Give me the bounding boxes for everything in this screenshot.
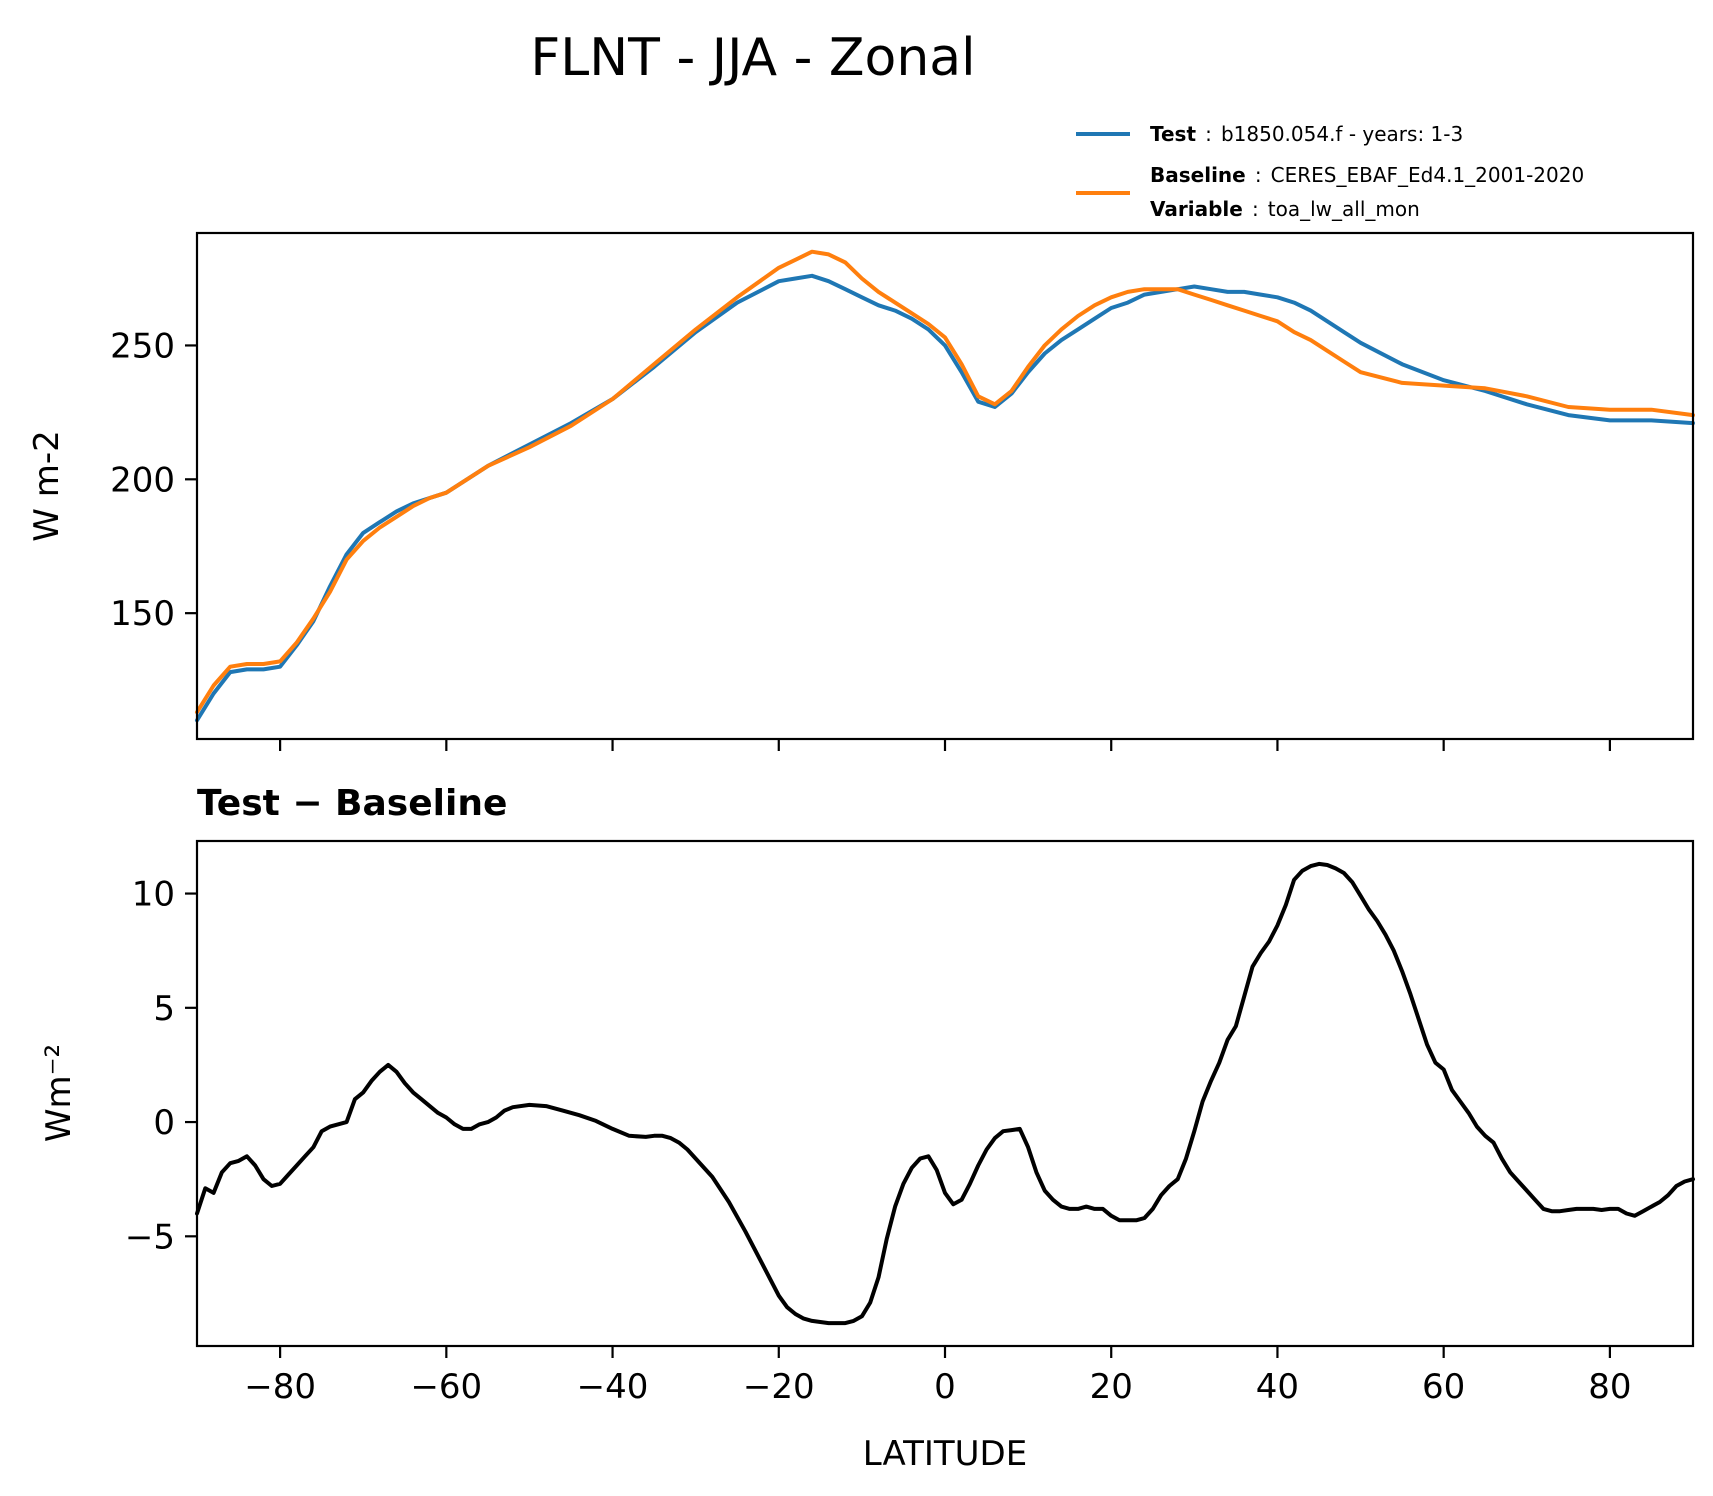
- top-panel: 150 200 250 W m-2: [27, 231, 1695, 751]
- top-test-line: [195, 273, 1695, 723]
- legend-baseline-key: Baseline: [1150, 163, 1246, 187]
- legend-baseline-sep: :: [1255, 163, 1262, 187]
- bottom-y-tick-label: −5: [125, 1217, 175, 1257]
- bottom-y-tick-label: 0: [153, 1103, 175, 1143]
- top-y-tick-label: 150: [110, 594, 175, 634]
- legend-baseline-value: CERES_EBAF_Ed4.1_2001-2020: [1271, 163, 1585, 187]
- x-axis-label: LATITUDE: [863, 1434, 1027, 1474]
- x-tick-label: −60: [410, 1367, 482, 1407]
- legend-test-value: b1850.054.f - years: 1-3: [1221, 122, 1463, 146]
- bottom-panel-title: Test − Baseline: [197, 783, 507, 824]
- x-tick-label: −40: [577, 1367, 649, 1407]
- x-tick-label: 80: [1588, 1367, 1631, 1407]
- top-y-tick-label: 250: [110, 326, 175, 366]
- legend-variable-sep: :: [1252, 197, 1259, 221]
- legend: Test : b1850.054.f - years: 1-3 Baseline…: [1076, 122, 1584, 221]
- bottom-y-tick-label: 10: [132, 875, 175, 915]
- top-series: [195, 249, 1695, 723]
- bottom-ticks: −80 −60 −40 −20 0 20 40 60 80 −5 0 5 10: [125, 875, 1632, 1407]
- top-ticks: 150 200 250: [110, 326, 1611, 751]
- x-tick-label: 20: [1090, 1367, 1133, 1407]
- bottom-plot-frame: [195, 839, 1695, 1348]
- x-tick-label: −80: [244, 1367, 316, 1407]
- legend-test-key: Test: [1150, 122, 1196, 146]
- top-y-axis-label: W m-2: [27, 430, 67, 541]
- x-tick-label: 40: [1256, 1367, 1299, 1407]
- legend-test-entry: Test : b1850.054.f - years: 1-3: [1150, 122, 1463, 146]
- figure-title: FLNT - JJA - Zonal: [530, 28, 975, 88]
- x-tick-label: 60: [1422, 1367, 1465, 1407]
- bottom-series: [195, 861, 1695, 1326]
- legend-variable-key: Variable: [1150, 197, 1243, 221]
- top-baseline-line: [195, 249, 1695, 715]
- x-tick-label: −20: [743, 1367, 815, 1407]
- bottom-y-tick-label: 5: [153, 989, 175, 1029]
- bottom-panel: Test − Baseline −80 −60 −40 −20 0 20 40 60 80 −5 0…: [39, 783, 1695, 1474]
- bottom-y-axis-label: Wm⁻²: [39, 1044, 79, 1142]
- bottom-difference-line: [195, 861, 1695, 1326]
- top-y-tick-label: 200: [110, 460, 175, 500]
- legend-baseline-entry: Baseline : CERES_EBAF_Ed4.1_2001-2020: [1150, 163, 1584, 187]
- x-tick-label: 0: [934, 1367, 956, 1407]
- legend-variable-entry: Variable : toa_lw_all_mon: [1150, 197, 1420, 221]
- legend-test-sep: :: [1205, 122, 1212, 146]
- legend-variable-value: toa_lw_all_mon: [1268, 197, 1420, 221]
- top-plot-frame: [195, 231, 1695, 741]
